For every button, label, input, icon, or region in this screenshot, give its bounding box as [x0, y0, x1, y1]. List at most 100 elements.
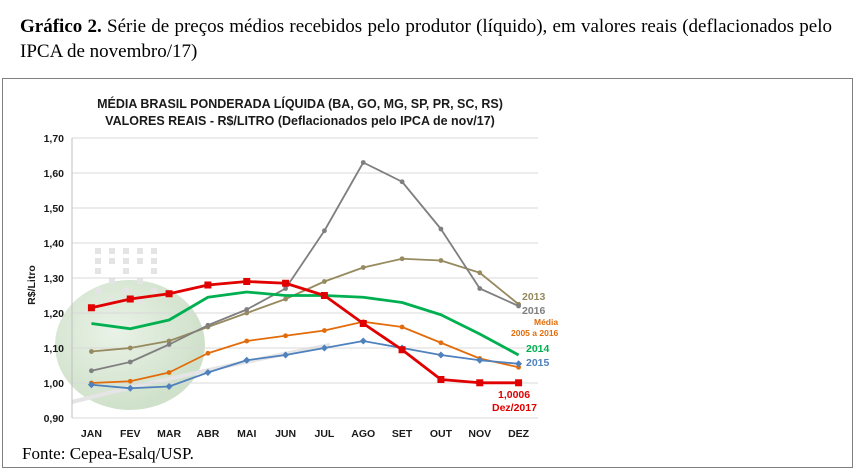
background-dot: [151, 268, 157, 274]
data-point: [399, 324, 405, 330]
data-point: [283, 286, 288, 291]
series-label-2016: 2016: [522, 305, 546, 317]
data-point: [244, 310, 250, 316]
data-point: [320, 344, 328, 352]
background-dot: [95, 258, 101, 264]
data-point: [516, 303, 521, 309]
background-dot-grid: [95, 248, 157, 304]
series-line-m-dia-2005-a-2016: [91, 320, 519, 384]
data-point: [476, 379, 484, 387]
series-2017: [87, 278, 523, 387]
x-tick-label: JUN: [275, 428, 296, 440]
data-point: [515, 379, 523, 387]
background-dot: [137, 278, 143, 284]
data-point: [360, 265, 366, 270]
background-swoosh: [71, 343, 331, 404]
background-dot: [123, 258, 129, 264]
data-point: [438, 226, 444, 232]
x-tick-label: OUT: [430, 428, 453, 440]
x-tick-label: FEV: [120, 428, 140, 440]
data-point: [204, 369, 212, 376]
series-line-2014: [91, 290, 520, 357]
background-dot: [151, 248, 157, 254]
y-tick-label: 1,10: [44, 343, 65, 355]
data-point: [359, 337, 367, 345]
last-date-label: Dez/2017: [492, 402, 537, 414]
data-point: [320, 292, 328, 299]
x-tick-label: ABR: [197, 428, 220, 440]
data-point: [89, 349, 94, 354]
series-label-media-line2: 2005 a 2016: [511, 328, 559, 338]
chart-frame: [2, 78, 853, 468]
data-point: [437, 351, 445, 359]
data-point: [476, 356, 484, 364]
background-dot: [95, 268, 101, 274]
y-tick-label: 1,60: [44, 168, 65, 180]
series-label-2013: 2013: [522, 291, 546, 303]
data-point: [399, 256, 405, 262]
last-value-label: 1,0006: [498, 389, 530, 401]
data-point: [244, 307, 250, 312]
y-tick-label: 1,40: [44, 238, 65, 250]
data-point: [166, 342, 172, 347]
data-point: [166, 370, 172, 375]
data-point: [282, 279, 290, 287]
data-point: [87, 304, 95, 312]
x-tick-label: MAI: [237, 428, 256, 440]
data-point: [166, 338, 172, 344]
data-point: [438, 340, 444, 346]
background-dot: [123, 248, 129, 254]
data-point: [87, 381, 95, 389]
x-tick-label: JUL: [314, 428, 334, 440]
x-tick-label: AGO: [351, 428, 375, 440]
gridlines: [71, 137, 538, 419]
series-line-2016: [91, 161, 519, 372]
data-point: [89, 368, 94, 374]
series-label-media-line1: Média: [534, 317, 558, 327]
x-tick-label: MAR: [157, 428, 181, 440]
x-tick-label: SET: [392, 428, 413, 440]
background-dot: [109, 258, 115, 264]
series-line-2017: [91, 280, 519, 385]
data-point: [477, 270, 483, 276]
caption-text: Série de preços médios recebidos pelo pr…: [20, 16, 833, 62]
series-lines: [87, 160, 523, 392]
x-tick-label: JAN: [81, 428, 102, 440]
background-dot: [123, 268, 129, 274]
y-tick-label: 1,00: [44, 378, 65, 390]
data-point: [322, 279, 327, 284]
chart-subtitle: VALORES REAIS - R$/LITRO (Deflacionados …: [105, 114, 495, 128]
background-dot: [95, 288, 101, 294]
y-tick-label: 0,90: [44, 413, 65, 425]
data-point: [165, 290, 173, 298]
source-note: Fonte: Cepea-Esalq/USP.: [22, 444, 194, 463]
data-point: [126, 384, 134, 392]
data-point: [127, 378, 133, 384]
data-point: [438, 258, 444, 263]
series-label-2015: 2015: [526, 357, 550, 369]
x-tick-labels: JAN FEV MAR ABR MAI JUN JUL AGO SET OUT NOV DEZ: [81, 428, 530, 440]
background-dot: [109, 278, 115, 284]
chart-title: MÉDIA BRASIL PONDERADA LÍQUIDA (BA, GO, …: [97, 96, 503, 111]
data-point: [126, 295, 134, 303]
y-tick-label: 1,70: [44, 133, 65, 145]
background-dot: [151, 258, 157, 264]
data-point: [477, 286, 483, 291]
series-line-2015: [91, 340, 519, 390]
data-point: [398, 346, 406, 354]
x-tick-label: NOV: [468, 428, 491, 440]
background-dot: [95, 248, 101, 254]
data-point: [283, 296, 288, 302]
data-point: [322, 228, 327, 234]
y-tick-labels: 0,90 1,00 1,10 1,20 1,30 1,40 1,50 1,60 1,70: [44, 133, 65, 425]
data-point: [243, 356, 251, 364]
data-point: [322, 328, 327, 333]
caption-label: Gráfico 2.: [20, 16, 102, 37]
background-dot: [137, 248, 143, 254]
background-dot: [137, 258, 143, 264]
data-point: [282, 351, 290, 359]
data-point: [515, 360, 523, 368]
y-tick-label: 1,50: [44, 203, 65, 215]
data-point: [399, 179, 405, 185]
